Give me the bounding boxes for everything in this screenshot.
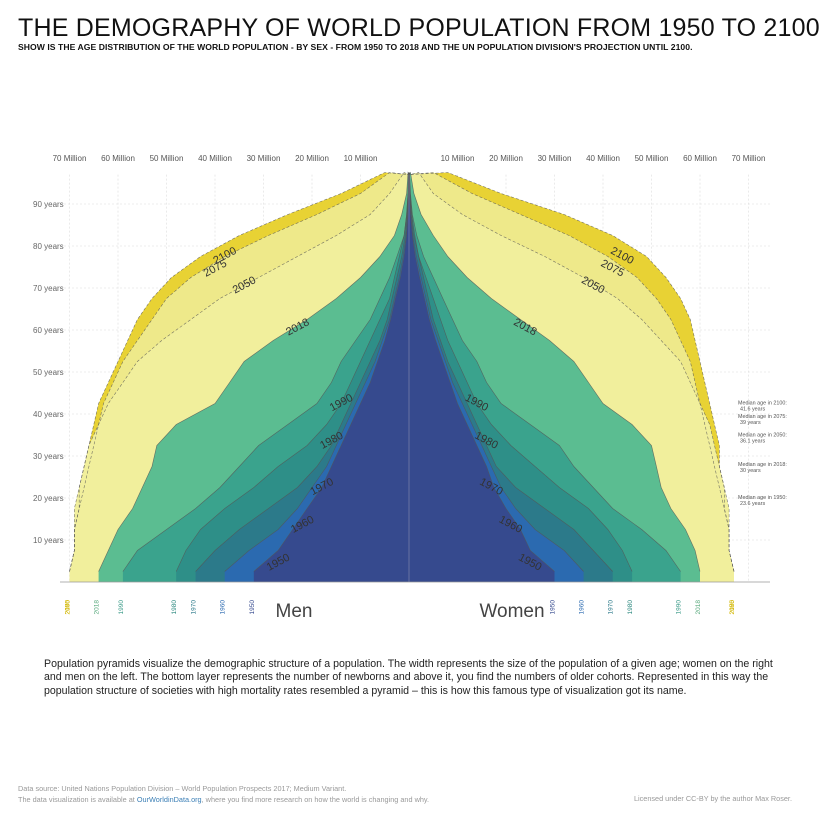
year-label-women: 1990 [676, 600, 683, 615]
footer-source: Data source: United Nations Population D… [18, 783, 429, 805]
x-tick-label-men: 60 Million [101, 154, 135, 163]
series-line-men-2100 [69, 172, 410, 572]
series-line-women-1980 [408, 172, 633, 572]
median-age-label: Median age in 1950: [738, 495, 787, 501]
x-tick-label-women: 60 Million [683, 154, 717, 163]
series-line-men-1960 [224, 172, 410, 572]
series-line-women-2050 [408, 172, 735, 572]
year-label-women: 2100 [729, 600, 736, 615]
population-pyramid-chart: 10 years 20 years 30 years 40 years 50 years… [33, 154, 787, 622]
year-label-women: 1970 [608, 600, 615, 615]
year-label-men: 2100 [65, 600, 72, 615]
owid-link[interactable]: OurWorldinData.org [136, 795, 202, 804]
x-tick-label-men: 20 Million [295, 154, 329, 163]
x-tick-label-women: 70 Million [732, 154, 766, 163]
y-tick-label: 70 years [33, 284, 64, 293]
y-tick-label: 60 years [33, 326, 64, 335]
license-text: Licensed under CC-BY by the author Max R… [633, 794, 792, 803]
series-line-men-1980 [175, 172, 410, 572]
x-tick-label-women: 20 Million [489, 154, 523, 163]
median-age-label: Median age in 2100: [738, 400, 787, 406]
year-label-women: 2075 [729, 600, 736, 615]
year-label-women: 1960 [579, 600, 586, 615]
median-age-label: Median age in 2018: [738, 462, 787, 468]
x-tick-label-men: 50 Million [150, 154, 184, 163]
series-line-women-2018 [408, 171, 701, 572]
year-label-women: 2018 [695, 600, 702, 615]
description-text: Population pyramids visualize the demogr… [44, 658, 773, 697]
y-tick-label: 10 years [33, 536, 64, 545]
year-label-men: 1990 [118, 600, 125, 615]
median-age-value: 23.6 years [740, 501, 765, 507]
year-label-men: 2050 [65, 600, 72, 615]
y-tick-label: 90 years [33, 200, 64, 209]
year-label-men: 1960 [220, 600, 227, 615]
median-age-value: 30 years [740, 468, 761, 474]
x-tick-label-men: 10 Million [344, 154, 378, 163]
year-label-men: 1950 [249, 600, 256, 615]
source-line: Data source: United Nations Population D… [18, 784, 347, 793]
series-line-women-1970 [408, 172, 613, 572]
series-line-layer [69, 171, 735, 572]
year-label-women: 1950 [550, 600, 557, 615]
series-line-men-2050 [69, 172, 410, 572]
availability-line: The data visualization is available at O… [18, 794, 429, 805]
x-tick-label-men: 40 Million [198, 154, 232, 163]
series-line-men-1970 [195, 172, 410, 572]
x-tick-label-men: 30 Million [247, 154, 281, 163]
year-label-men: 1970 [191, 600, 198, 615]
x-tick-label-women: 10 Million [441, 154, 475, 163]
median-age-value: 39 years [740, 420, 761, 426]
x-tick-label-women: 30 Million [538, 154, 572, 163]
year-label-women: 2050 [729, 600, 736, 615]
x-tick-label-women: 50 Million [635, 154, 669, 163]
median-age-value: 36.1 years [740, 438, 765, 444]
availability-suffix: , where you find more research on how th… [201, 795, 430, 804]
side-label-women: Women [479, 601, 544, 622]
year-label-men: 2075 [65, 600, 72, 615]
area-layer [69, 172, 734, 582]
series-line-women-2075 [408, 172, 735, 572]
availability-prefix: The data visualization is available at [18, 795, 137, 804]
chart-title: THE DEMOGRAPHY OF WORLD POPULATION FROM … [18, 14, 819, 42]
y-tick-label: 50 years [33, 368, 64, 377]
chart-subtitle: SHOW IS THE AGE DISTRIBUTION OF THE WORL… [18, 42, 693, 52]
y-tick-label: 30 years [33, 452, 64, 461]
series-line-men-1950 [253, 172, 410, 572]
year-label-men: 2018 [94, 600, 101, 615]
median-age-value: 41.6 years [740, 406, 765, 412]
x-tick-label-men: 70 Million [53, 154, 87, 163]
median-age-label: Median age in 2050: [738, 432, 787, 438]
series-line-women-2100 [408, 172, 735, 572]
series-line-women-1990 [408, 172, 681, 572]
series-line-men-2075 [69, 172, 410, 572]
x-tick-label-women: 40 Million [586, 154, 620, 163]
series-line-women-1960 [408, 172, 584, 572]
y-tick-label: 80 years [33, 242, 64, 251]
axis-layer: 10 years 20 years 30 years 40 years 50 years… [33, 154, 770, 583]
series-line-women-1950 [408, 172, 555, 572]
y-tick-label: 20 years [33, 494, 64, 503]
median-age-label: Median age in 2075: [738, 414, 787, 420]
year-label-men: 1980 [171, 600, 178, 615]
y-tick-label: 40 years [33, 410, 64, 419]
pyramid-area-1950 [253, 172, 555, 582]
series-line-men-2018 [98, 171, 410, 572]
year-label-women: 1980 [627, 600, 634, 615]
side-label-men: Men [276, 601, 313, 622]
